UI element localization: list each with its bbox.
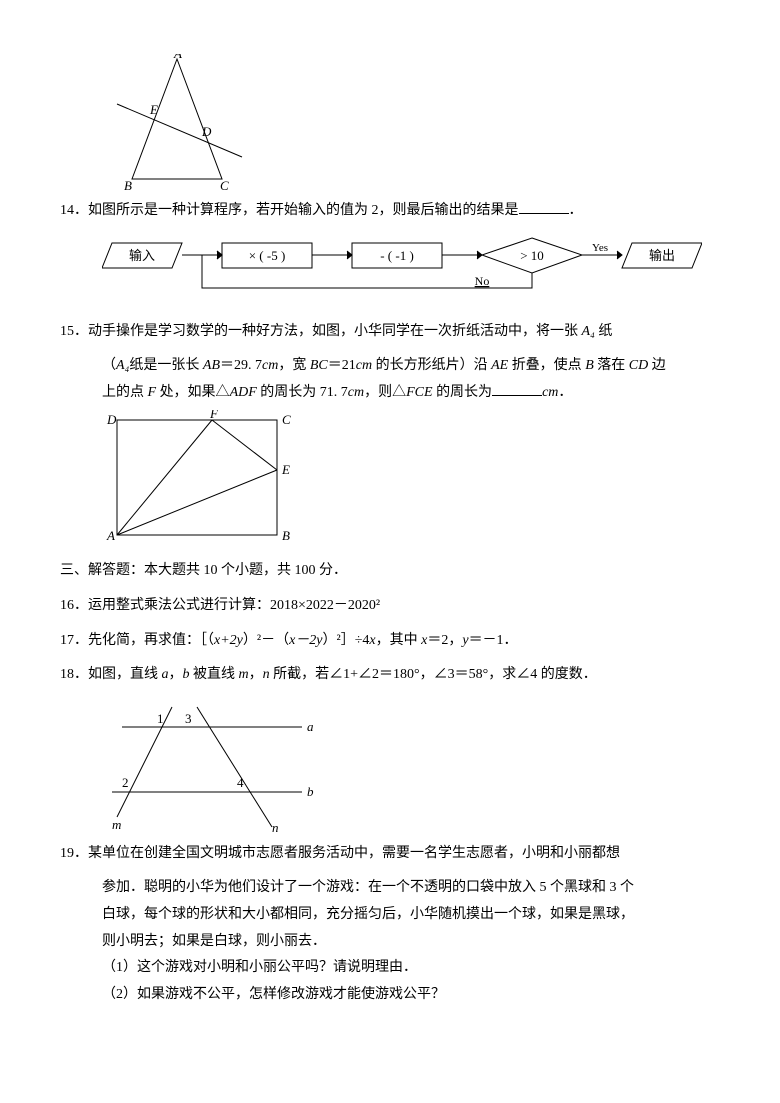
q16-text: 运用整式乘法公式进行计算：2018×2022－2020² [88,598,380,613]
question-15: 15．动手操作是学习数学的一种好方法，如图，小华同学在一次折纸活动中，将一张 A… [60,319,720,346]
fc-input: 输入 [129,248,155,263]
q14-blank [519,199,569,214]
f18-3: 3 [185,711,192,726]
q15-l1a: 动手操作是学习数学的一种好方法，如图，小华同学在一次折纸活动中，将一张 [88,324,582,339]
fc-no: No [475,274,490,288]
label-D: D [201,124,212,139]
fc-yes: Yes [592,242,608,254]
q16-num: 16． [60,598,88,613]
q14-period: ． [569,203,583,218]
q19-l2: 参加．聪明的小华为他们设计了一个游戏：在一个不透明的口袋中放入 5 个黑球和 3… [60,875,720,902]
q15-l1b: 纸 [595,324,613,339]
q19-l4: 则小明去；如果是白球，则小丽去． [60,929,720,956]
q15-line2: （A₄纸是一张长 AB＝29. 7cm，宽 BC＝21cm 的长方形纸片）沿 A… [60,353,720,380]
q19-sub2: （2）如果游戏不公平，怎样修改游戏才能使游戏公平？ [60,982,720,1009]
q18-num: 18． [60,667,88,682]
f18-m: m [112,817,121,832]
figure-15: D F C E B A [102,410,302,550]
fc-cond: > 10 [520,248,544,263]
fc-op1: × ( -5 ) [249,248,286,263]
q15-blank [492,381,542,396]
f15-C: C [282,412,291,427]
q15-A4a: A₄ [582,324,595,339]
q14-text: 如图所示是一种计算程序，若开始输入的值为 2，则最后输出的结果是 [88,203,519,218]
flowchart-14: 输入 × ( -5 ) - ( -1 ) > 10 输出 Yes No [102,233,702,313]
f15-B: B [282,528,290,543]
question-19: 19．某单位在创建全国文明城市志愿者服务活动中，需要一名学生志愿者，小明和小丽都… [60,841,720,868]
f18-4: 4 [237,775,244,790]
q19-num: 19． [60,846,88,861]
question-17: 17．先化简，再求值：［（x+2y）²－（x－2y）²］÷4x，其中 x＝2，y… [60,628,720,655]
f15-A: A [106,528,115,543]
fc-op2: - ( -1 ) [380,248,414,263]
f18-a: a [307,719,314,734]
q19-l1: 某单位在创建全国文明城市志愿者服务活动中，需要一名学生志愿者，小明和小丽都想 [88,846,620,861]
f15-F: F [209,410,219,421]
q19-sub1: （1）这个游戏对小明和小丽公平吗？请说明理由． [60,955,720,982]
q19-l3: 白球，每个球的形状和大小都相同，充分摇匀后，小华随机摸出一个球，如果是黑球， [60,902,720,929]
fc-output: 输出 [649,248,675,263]
section-3-title: 三、解答题：本大题共 10 个小题，共 100 分． [60,558,720,585]
label-A: A [173,54,182,61]
f15-E: E [281,462,290,477]
f18-b: b [307,784,314,799]
label-E: E [149,102,158,117]
label-B: B [124,178,132,193]
question-16: 16．运用整式乘法公式进行计算：2018×2022－2020² [60,593,720,620]
q14-num: 14． [60,203,88,218]
q17-num: 17． [60,633,88,648]
label-C: C [220,178,229,193]
figure-18: 1 3 2 4 a b m n [102,697,322,837]
q15-num: 15． [60,324,88,339]
question-14: 14．如图所示是一种计算程序，若开始输入的值为 2，则最后输出的结果是 ． [60,198,720,225]
question-18: 18．如图，直线 a，b 被直线 m，n 所截，若∠1+∠2＝180°，∠3＝5… [60,662,720,689]
f18-2: 2 [122,775,129,790]
f18-1: 1 [157,711,164,726]
f18-n: n [272,820,279,835]
figure-13: A B C D E [102,54,272,194]
q15-line3: 上的点 F 处，如果△ADF 的周长为 71. 7cm，则△FCE 的周长为cm… [60,380,720,407]
f15-D: D [106,412,117,427]
